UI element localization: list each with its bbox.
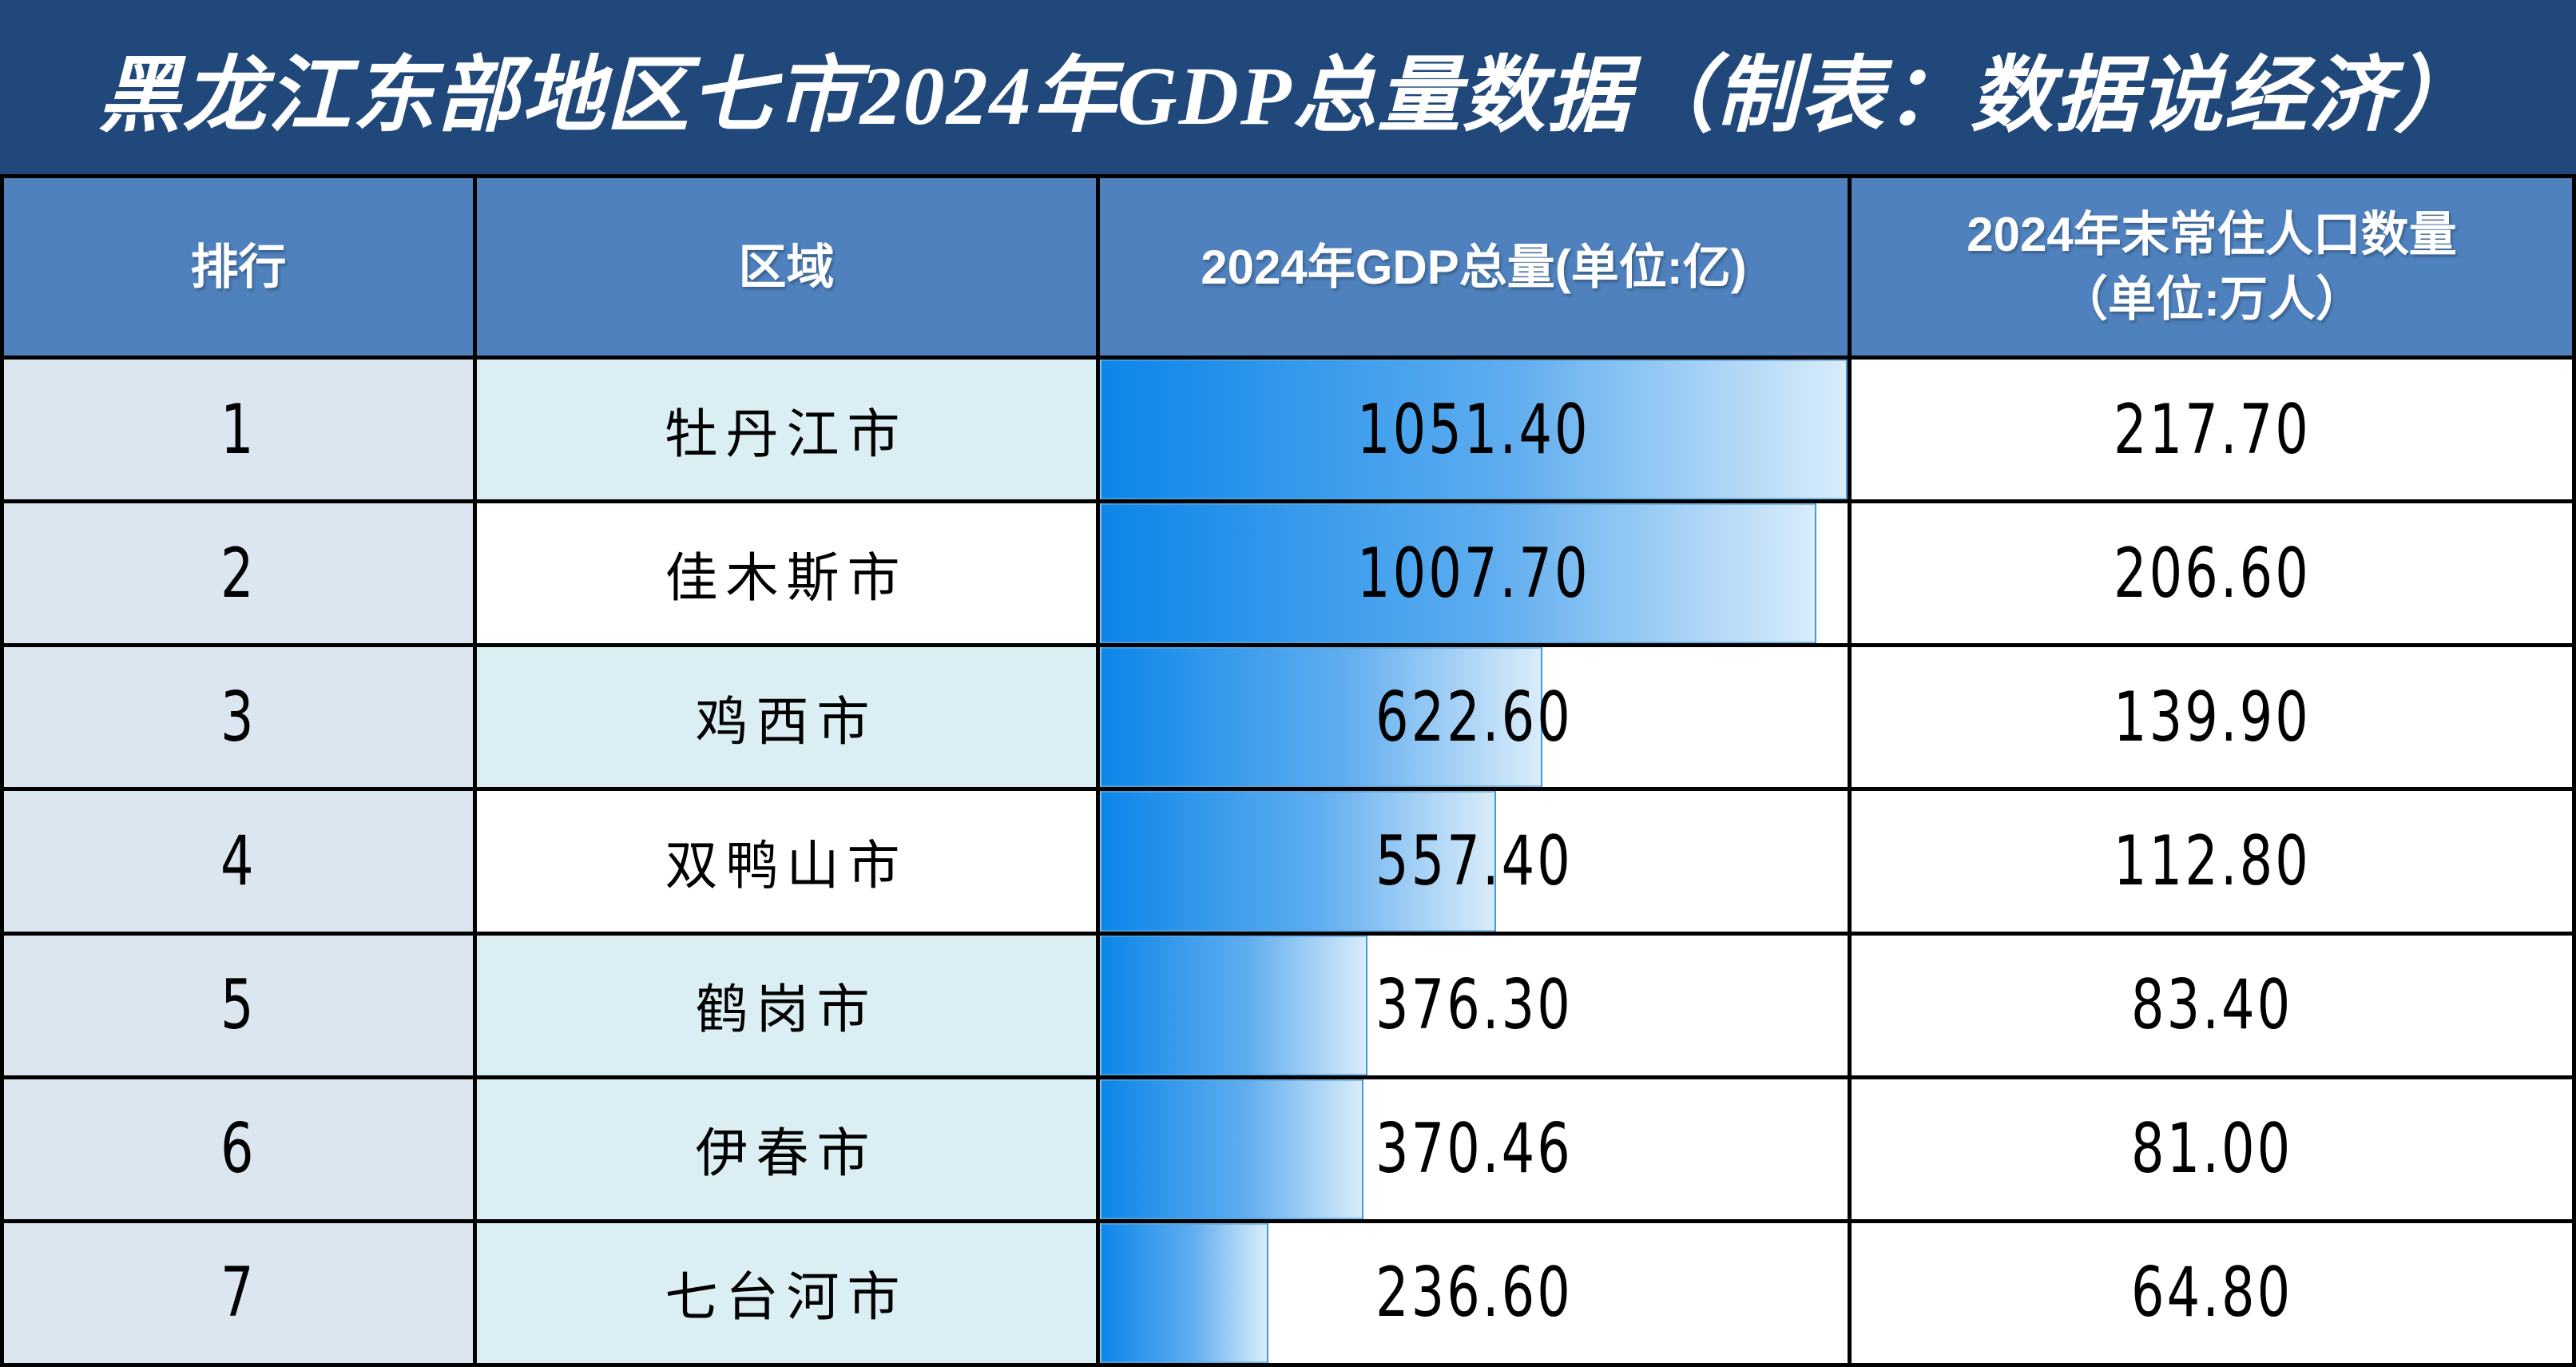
gdp-value: 1051.40 [1357,389,1590,470]
rank-cell: 6 [4,1079,473,1219]
header-cell-rank: 排行 [4,178,473,356]
population-cell: 139.90 [1852,647,2572,788]
rank-value: 5 [220,965,256,1046]
header-cell-gdp: 2024年GDP总量(单位:亿) [1100,178,1848,356]
population-value: 139.90 [2113,677,2311,757]
gdp-cell: 622.60 [1100,647,1848,788]
rank-cell: 1 [4,360,473,500]
gdp-bar [1100,360,1848,500]
population-cell: 217.70 [1852,360,2572,500]
region-cell: 鸡西市 [477,647,1096,788]
population-cell: 64.80 [1852,1222,2572,1363]
population-value: 81.00 [2130,1109,2293,1190]
population-cell: 83.40 [1852,935,2572,1075]
rank-value: 3 [220,677,256,757]
region-cell: 牡丹江市 [477,360,1096,500]
gdp-cell: 370.46 [1100,1079,1848,1219]
rank-value: 4 [220,821,256,901]
rank-cell: 4 [4,791,473,932]
population-value: 112.80 [2113,821,2311,901]
population-cell: 206.60 [1852,503,2572,644]
gdp-bar [1100,791,1497,932]
gdp-cell: 1007.70 [1100,503,1848,644]
gdp-value: 622.60 [1375,677,1573,757]
rank-cell: 2 [4,503,473,644]
gdp-cell: 1051.40 [1100,360,1848,500]
gdp-cell: 376.30 [1100,935,1848,1075]
population-value: 206.60 [2113,533,2311,614]
gdp-value: 1007.70 [1357,533,1590,614]
rank-value: 7 [220,1253,256,1333]
page-title: 黑龙江东部地区七市2024年GDP总量数据（制表：数据说经济） [97,50,2479,142]
population-value: 217.70 [2113,389,2311,470]
gdp-bar [1100,1079,1363,1219]
gdp-bar [1100,503,1817,644]
rank-value: 6 [220,1109,256,1190]
gdp-cell: 557.40 [1100,791,1848,932]
population-value: 83.40 [2130,965,2293,1046]
region-cell: 七台河市 [477,1222,1096,1363]
data-table: 排行 区域 2024年GDP总量(单位:亿) 2024年末常住人口数量 （单位:… [0,174,2576,1367]
header-cell-population: 2024年末常住人口数量 （单位:万人） [1852,178,2572,356]
gdp-cell: 236.60 [1100,1222,1848,1363]
gdp-value: 557.40 [1375,821,1573,901]
region-cell: 鹤岗市 [477,935,1096,1075]
rank-cell: 7 [4,1222,473,1363]
rank-cell: 5 [4,935,473,1075]
region-cell: 伊春市 [477,1079,1096,1219]
gdp-bar [1100,935,1367,1075]
rank-value: 2 [220,533,256,614]
gdp-bar [1100,1222,1268,1363]
region-cell: 佳木斯市 [477,503,1096,644]
region-cell: 双鸭山市 [477,791,1096,932]
gdp-value: 236.60 [1375,1253,1573,1333]
header-cell-region: 区域 [477,178,1096,356]
gdp-bar [1100,647,1543,788]
rank-cell: 3 [4,647,473,788]
title-bar: 黑龙江东部地区七市2024年GDP总量数据（制表：数据说经济） [0,0,2576,174]
population-cell: 112.80 [1852,791,2572,932]
gdp-value: 376.30 [1375,965,1573,1046]
population-cell: 81.00 [1852,1079,2572,1219]
rank-value: 1 [220,389,256,470]
population-value: 64.80 [2130,1253,2293,1333]
gdp-value: 370.46 [1375,1109,1573,1190]
